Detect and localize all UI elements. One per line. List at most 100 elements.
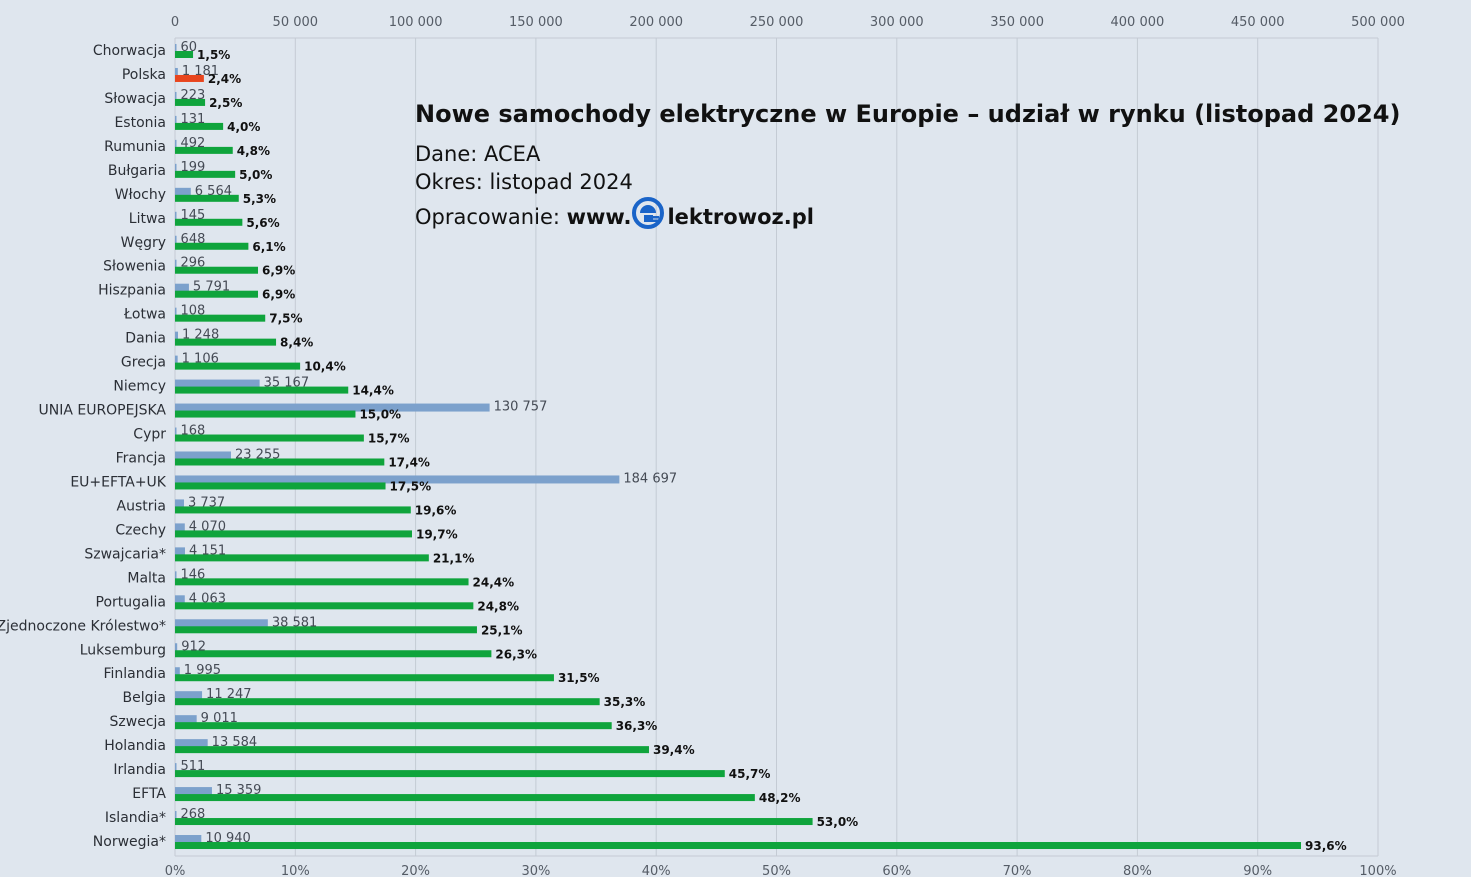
count-value-label: 1 995 <box>184 663 221 678</box>
count-bar <box>175 67 178 76</box>
share-value-label: 10,4% <box>304 360 346 374</box>
data-source: Dane: ACEA <box>415 142 541 166</box>
category-label: Belgia <box>123 690 166 706</box>
count-bar <box>175 427 177 436</box>
share-bar <box>175 722 612 730</box>
share-bar <box>175 146 233 154</box>
share-value-label: 1,5% <box>197 48 230 62</box>
bottom-tick-label: 50% <box>762 864 791 877</box>
share-value-label: 6,9% <box>262 288 295 302</box>
category-label: Czechy <box>115 522 166 538</box>
category-label: Węgry <box>121 235 166 251</box>
share-value-label: 31,5% <box>558 671 600 685</box>
share-bar <box>175 818 813 826</box>
share-value-label: 14,4% <box>352 384 394 398</box>
share-bar <box>175 386 349 394</box>
bottom-axis-ticks: 0% 10% 20% 30% 40% 50% 60% 70% 80% 90% 100% <box>165 864 1397 877</box>
count-bar <box>175 523 185 532</box>
count-value-label: 9 011 <box>201 711 238 726</box>
top-tick-label: 250 000 <box>750 15 804 30</box>
share-value-label: 5,0% <box>239 168 272 182</box>
share-bar <box>175 458 385 466</box>
count-bar <box>175 139 177 148</box>
plug-in-e-logo-icon <box>631 196 667 230</box>
category-label: Polska <box>122 67 166 83</box>
share-value-label: 6,9% <box>262 264 295 278</box>
share-value-label: 2,4% <box>208 72 241 86</box>
category-label: Zjednoczone Królestwo* <box>0 618 166 634</box>
share-value-label: 19,7% <box>416 527 458 541</box>
share-bar <box>175 770 725 778</box>
count-value-label: 1 106 <box>182 352 219 367</box>
count-value-label: 268 <box>181 807 206 822</box>
count-bar <box>175 211 177 220</box>
count-bar <box>175 691 203 700</box>
share-bar <box>175 530 412 538</box>
top-tick-label: 350 000 <box>990 15 1044 30</box>
count-bar <box>175 787 212 796</box>
count-value-label: 146 <box>181 567 206 582</box>
share-bar <box>175 194 239 202</box>
share-bar <box>175 314 266 322</box>
share-bar <box>175 746 649 754</box>
share-bar <box>175 578 469 586</box>
count-bar <box>175 451 231 460</box>
top-tick-label: 150 000 <box>509 15 563 30</box>
count-bar <box>175 91 177 100</box>
top-tick-label: 0 <box>171 15 179 30</box>
credit-prefix: Opracowanie: <box>415 205 567 229</box>
share-value-label: 35,3% <box>604 695 646 709</box>
count-value-label: 168 <box>181 424 206 439</box>
share-bar <box>175 698 600 706</box>
count-bar <box>175 571 177 580</box>
grid-lines <box>174 37 1379 857</box>
count-bar <box>175 667 180 676</box>
count-value-label: 4 070 <box>189 519 226 534</box>
count-value-label: 15 359 <box>216 783 261 798</box>
count-value-label: 131 <box>181 112 206 127</box>
count-value-label: 13 584 <box>212 735 258 750</box>
category-label: Norwegia* <box>93 834 166 850</box>
share-value-label: 5,3% <box>243 192 276 206</box>
share-bar <box>175 554 429 562</box>
data-period: Okres: listopad 2024 <box>415 170 633 194</box>
count-value-label: 4 063 <box>189 591 226 606</box>
share-bar <box>175 626 477 634</box>
share-value-label: 19,6% <box>415 503 457 517</box>
count-bar <box>175 403 490 412</box>
count-bar <box>175 283 189 292</box>
top-tick-label: 300 000 <box>870 15 924 30</box>
count-value-label: 10 940 <box>205 831 251 846</box>
share-bar <box>175 434 364 442</box>
count-value-label: 296 <box>181 256 206 271</box>
share-value-label: 7,5% <box>269 312 302 326</box>
category-label: Finlandia <box>104 666 167 682</box>
bottom-tick-label: 60% <box>882 864 911 877</box>
category-label: Grecja <box>121 355 166 371</box>
share-bar <box>175 98 206 106</box>
category-label: EU+EFTA+UK <box>70 474 166 490</box>
share-bar <box>175 362 301 370</box>
credit-line: Opracowanie: www. lektrowoz.pl <box>415 196 1400 231</box>
category-label: Szwajcaria* <box>84 546 166 562</box>
share-bar <box>175 674 554 682</box>
bottom-tick-label: 40% <box>642 864 671 877</box>
category-label: Hiszpania <box>98 283 166 299</box>
count-value-label: 60 <box>181 40 198 55</box>
credit-brand: lektrowoz.pl <box>667 205 814 229</box>
count-bar <box>175 499 184 508</box>
count-value-label: 130 757 <box>494 400 548 415</box>
category-label: Litwa <box>129 211 166 227</box>
category-label: Niemcy <box>113 379 166 395</box>
share-bar <box>175 122 224 130</box>
share-bar <box>175 51 194 58</box>
bottom-tick-label: 10% <box>281 864 310 877</box>
count-bar <box>175 44 177 52</box>
category-label: Cypr <box>133 427 166 443</box>
share-value-label: 24,4% <box>473 575 515 589</box>
count-value-label: 3 737 <box>188 495 225 510</box>
share-value-label: 5,6% <box>246 216 279 230</box>
share-bar <box>175 794 755 802</box>
share-value-label: 15,7% <box>368 432 410 446</box>
